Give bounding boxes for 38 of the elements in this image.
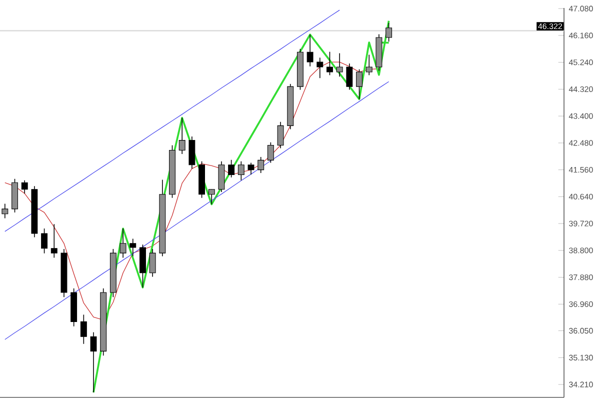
candlestick: [130, 238, 136, 257]
candlestick: [306, 34, 314, 67]
y-tick-label: 36.050: [569, 328, 593, 334]
candlestick: [31, 186, 38, 238]
y-tick-label: 41.560: [568, 166, 593, 173]
y-tick-label: 34.210: [569, 382, 593, 388]
candlestick: [120, 228, 126, 258]
y-tick-label: 44.320: [568, 86, 593, 92]
y-tick-label: 46.160: [568, 32, 593, 38]
candlestick: [21, 180, 28, 194]
y-tick-label: 47.080: [568, 6, 593, 12]
candlestick: [218, 160, 225, 192]
y-tick-label: 40.640: [568, 194, 593, 200]
candlestick: [316, 57, 324, 78]
y-tick-label: 38.800: [569, 248, 593, 254]
y-tick-label: 43.400: [568, 113, 593, 119]
candlestick: [376, 34, 382, 72]
y-tick-label: 39.720: [569, 220, 593, 226]
ref-line-label: 46.322: [538, 23, 562, 30]
y-tick-label: 45.240: [568, 59, 593, 66]
candlestick: [178, 117, 186, 154]
y-tick-label: 36.960: [569, 301, 593, 307]
candlestick: [60, 248, 68, 298]
y-tick-label: 42.480: [568, 140, 593, 146]
candlestick: [336, 52, 343, 78]
candlestick: [2, 203, 8, 219]
y-tick-label: 35.130: [569, 354, 593, 360]
candlestick: [90, 332, 97, 393]
candlestick: [277, 122, 284, 149]
candlestick: [159, 179, 166, 257]
y-tick-label: 37.880: [569, 274, 593, 280]
candlestick: [366, 54, 372, 76]
candlestick: [346, 63, 353, 90]
line-series: [4, 62, 380, 320]
candlestick: [188, 136, 196, 170]
candlestick: [149, 248, 156, 278]
candlestick: [50, 224, 58, 258]
candlestick: [287, 84, 294, 130]
